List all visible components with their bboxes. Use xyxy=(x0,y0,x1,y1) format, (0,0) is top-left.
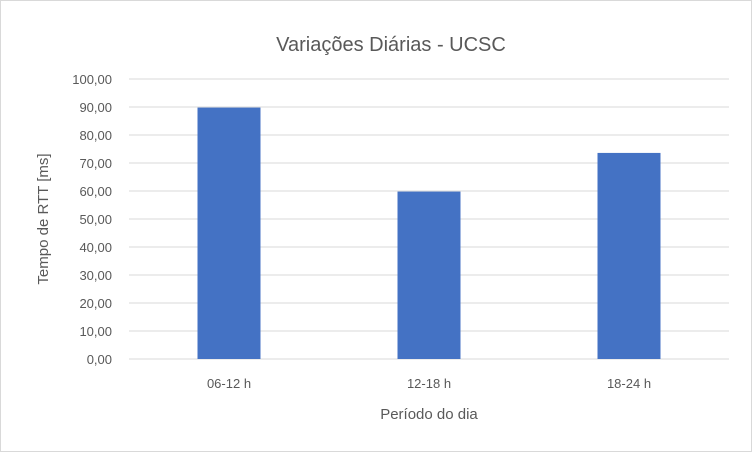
y-tick-label: 80,00 xyxy=(79,128,112,143)
x-axis-label: Período do dia xyxy=(380,406,478,423)
y-tick-label: 60,00 xyxy=(79,184,112,199)
x-tick-label: 06-12 h xyxy=(207,376,251,391)
y-tick-label: 100,00 xyxy=(72,72,112,87)
y-tick-label: 10,00 xyxy=(79,324,112,339)
y-axis-label: Tempo de RTT [ms] xyxy=(35,153,52,284)
x-tick-label: 12-18 h xyxy=(407,376,451,391)
y-tick-label: 0,00 xyxy=(87,352,112,367)
bar xyxy=(397,191,461,359)
x-axis-ticks: 06-12 h 12-18 h 18-24 h xyxy=(207,376,651,391)
y-tick-label: 70,00 xyxy=(79,156,112,171)
x-tick-label: 18-24 h xyxy=(607,376,651,391)
y-axis-ticks: 0,00 10,00 20,00 30,00 40,00 50,00 60,00 70,00 8… xyxy=(72,72,112,367)
y-tick-label: 20,00 xyxy=(79,296,112,311)
bars xyxy=(197,107,661,359)
y-tick-label: 90,00 xyxy=(79,100,112,115)
y-tick-label: 50,00 xyxy=(79,212,112,227)
bar xyxy=(597,152,661,359)
chart-title: Variações Diárias - UCSC xyxy=(276,34,506,56)
y-tick-label: 40,00 xyxy=(79,240,112,255)
bar xyxy=(197,107,261,359)
y-tick-label: 30,00 xyxy=(79,268,112,283)
